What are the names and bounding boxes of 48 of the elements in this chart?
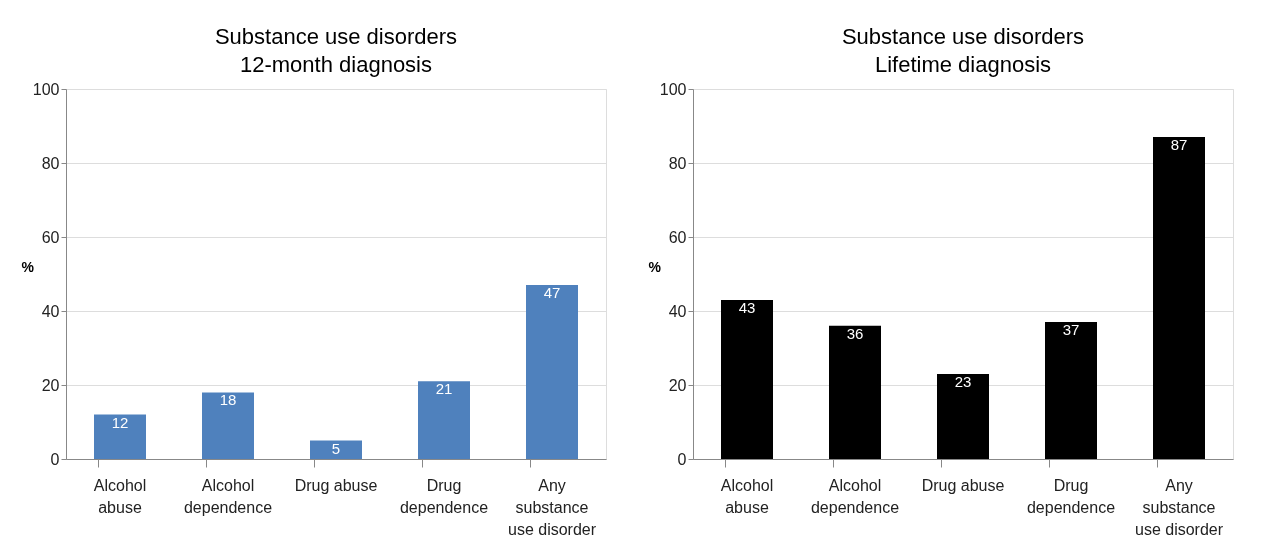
x-tick-label: Alcohol abuse — [93, 476, 147, 516]
x-tick-label: Alcohol dependence — [183, 476, 273, 516]
data-label: 12 — [111, 413, 129, 431]
bar — [310, 440, 362, 459]
y-tick-label: 0 — [677, 450, 687, 468]
data-label: 87 — [1170, 136, 1188, 154]
x-tick-label: Drug dependence — [399, 476, 489, 516]
data-label: 43 — [738, 298, 756, 316]
y-tick-label: 80 — [41, 154, 60, 172]
chart-title: Substance use disorders — [214, 24, 458, 49]
x-tick-label: Any substance use disorder — [1134, 476, 1224, 538]
y-axis-title: % — [21, 258, 35, 275]
chart-subtitle: 12-month diagnosis — [239, 52, 433, 77]
x-tick-label: Alcohol dependence — [810, 476, 900, 516]
y-axis-title: % — [648, 258, 662, 275]
y-tick-label: 80 — [668, 154, 687, 172]
chart-subtitle: Lifetime diagnosis — [874, 52, 1052, 77]
bar — [1045, 322, 1097, 459]
x-tick-label: Any substance use disorder — [507, 476, 597, 538]
y-tick-label: 20 — [41, 376, 60, 394]
x-tick-label: Alcohol abuse — [720, 476, 774, 516]
y-tick-label: 40 — [41, 302, 60, 320]
data-label: 18 — [219, 391, 237, 409]
x-tick-label: Drug abuse — [294, 476, 378, 494]
y-tick-label: 60 — [41, 228, 60, 246]
bar — [418, 381, 470, 459]
bar — [721, 299, 773, 459]
bar — [829, 325, 881, 459]
data-label: 47 — [543, 284, 561, 302]
bar — [526, 285, 578, 459]
data-label: 21 — [435, 380, 453, 398]
chart-title: Substance use disorders — [841, 24, 1085, 49]
y-tick-label: 40 — [668, 302, 687, 320]
y-tick-label: 0 — [50, 450, 60, 468]
bar — [94, 414, 146, 459]
y-tick-label: 60 — [668, 228, 687, 246]
y-tick-label: 100 — [32, 80, 60, 98]
bar — [937, 373, 989, 459]
x-tick-label: Drug dependence — [1026, 476, 1116, 516]
x-tick-label: Drug abuse — [921, 476, 1005, 494]
y-tick-label: 20 — [668, 376, 687, 394]
bar — [202, 392, 254, 459]
data-label: 37 — [1062, 321, 1080, 339]
bar — [1153, 137, 1205, 459]
data-label: 23 — [954, 372, 972, 390]
y-tick-label: 100 — [659, 80, 687, 98]
data-label: 36 — [846, 324, 864, 342]
data-label: 5 — [331, 439, 341, 457]
